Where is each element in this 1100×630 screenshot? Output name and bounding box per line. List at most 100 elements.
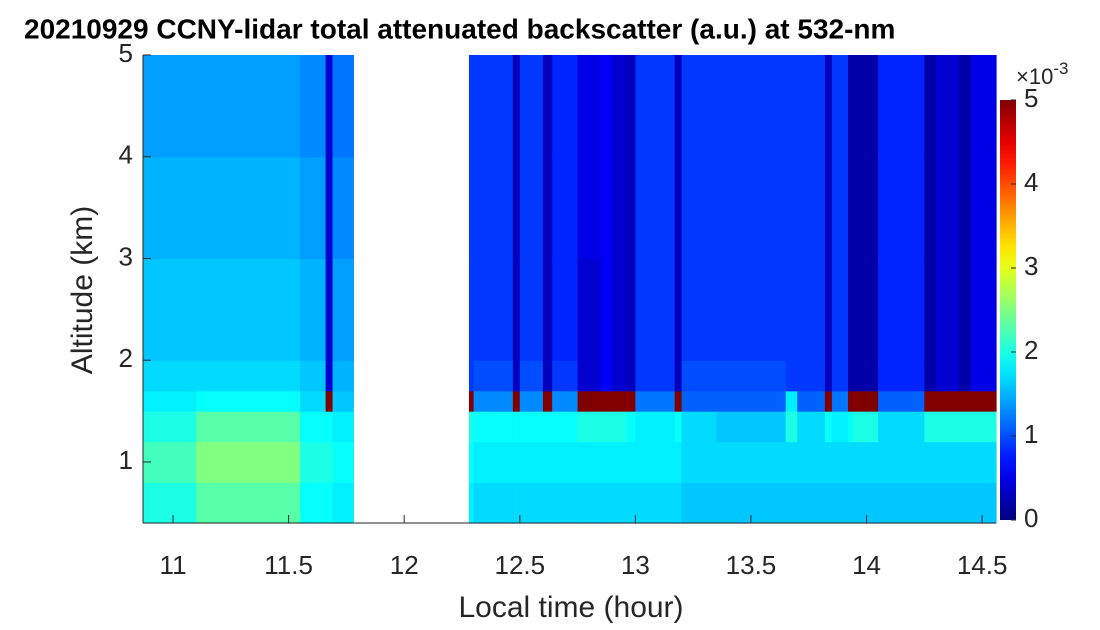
- heatmap-cell: [924, 441, 937, 483]
- heatmap-cell: [852, 441, 879, 483]
- heatmap-cell: [612, 441, 627, 483]
- heatmap-cell: [196, 156, 301, 260]
- heatmap-cell: [600, 441, 613, 483]
- heatmap-cell: [468, 156, 475, 260]
- heatmap-cell: [848, 360, 854, 392]
- heatmap-cell: [674, 441, 683, 483]
- heatmap-cell: [332, 411, 354, 443]
- heatmap-cell: [519, 482, 544, 524]
- heatmap-cell: [552, 441, 579, 483]
- heatmap-cell: [716, 258, 787, 361]
- heatmap-cell: [935, 390, 960, 412]
- heatmap-cell: [635, 156, 676, 260]
- heatmap-cell: [143, 390, 197, 412]
- heatmap-cell: [970, 55, 997, 158]
- colorbar-tick-label: 2: [1024, 335, 1038, 365]
- multiplier-exponent: -3: [1053, 59, 1068, 78]
- heatmap-cell: [577, 441, 602, 483]
- heatmap-cell: [332, 390, 354, 412]
- heatmap-cell: [626, 156, 636, 260]
- heatmap-cell: [716, 390, 787, 412]
- heatmap-cell: [473, 390, 514, 412]
- heatmap-cell: [831, 258, 849, 361]
- heatmap-cell: [196, 55, 301, 158]
- heatmap-cell: [519, 441, 544, 483]
- heatmap-cell: [635, 55, 676, 158]
- heatmap-cell: [797, 258, 826, 361]
- heatmap-cell: [924, 411, 937, 443]
- heatmap-cell: [785, 411, 798, 443]
- heatmap-cell: [626, 411, 636, 443]
- heatmap-cell: [552, 390, 579, 412]
- heatmap-cell: [612, 360, 627, 392]
- heatmap-cell: [519, 258, 544, 361]
- heatmap-cell: [674, 390, 683, 412]
- heatmap-cell: [848, 441, 854, 483]
- heatmap-cell: [552, 411, 579, 443]
- heatmap-cell: [600, 390, 613, 412]
- heatmap-cell: [848, 55, 854, 158]
- heatmap-cell: [924, 156, 937, 260]
- heatmap-cell: [824, 390, 833, 412]
- heatmap-cell: [143, 411, 197, 443]
- heatmap-cell: [681, 360, 717, 392]
- heatmap-cell: [878, 360, 925, 392]
- heatmap-cell: [970, 360, 997, 392]
- heatmap-cell: [600, 55, 613, 158]
- heatmap-cell: [852, 482, 879, 524]
- heatmap-cell: [824, 360, 833, 392]
- heatmap-cell: [542, 411, 553, 443]
- heatmap-cell: [681, 441, 717, 483]
- heatmap-cell: [959, 441, 972, 483]
- heatmap-cell: [577, 482, 602, 524]
- heatmap-cell: [852, 390, 879, 412]
- heatmap-cell: [797, 156, 826, 260]
- heatmap-cell: [300, 258, 327, 361]
- heatmap-cell: [332, 156, 354, 260]
- colorbar-tick-label: 3: [1024, 251, 1038, 281]
- heatmap-cell: [785, 258, 798, 361]
- heatmap-cell: [848, 258, 854, 361]
- heatmap-cell: [519, 360, 544, 392]
- heatmap-cell: [716, 156, 787, 260]
- heatmap-cell: [552, 55, 579, 158]
- heatmap-cell: [626, 441, 636, 483]
- heatmap-cell: [552, 156, 579, 260]
- heatmap-cell: [635, 360, 676, 392]
- heatmap-cell: [473, 156, 514, 260]
- heatmap-cell: [797, 360, 826, 392]
- heatmap-cell: [512, 390, 521, 412]
- heatmap-cell: [512, 258, 521, 361]
- heatmap-cell: [831, 360, 849, 392]
- heatmap: [143, 55, 997, 524]
- heatmap-cell: [970, 411, 997, 443]
- heatmap-cell: [935, 411, 960, 443]
- heatmap-cell: [577, 258, 602, 361]
- heatmap-cell: [468, 482, 475, 524]
- heatmap-cell: [552, 482, 579, 524]
- heatmap-cell: [196, 360, 301, 392]
- heatmap-cell: [196, 441, 301, 483]
- y-axis-label: Altitude (km): [66, 206, 99, 374]
- heatmap-cell: [831, 55, 849, 158]
- heatmap-cell: [626, 482, 636, 524]
- heatmap-cell: [552, 360, 579, 392]
- y-tick-label: 3: [119, 241, 133, 271]
- heatmap-cell: [797, 482, 826, 524]
- heatmap-cell: [600, 360, 613, 392]
- heatmap-cell: [542, 360, 553, 392]
- heatmap-cell: [935, 441, 960, 483]
- heatmap-cell: [332, 441, 354, 483]
- colorbar: [1000, 100, 1016, 520]
- heatmap-cell: [970, 441, 997, 483]
- heatmap-cell: [325, 441, 334, 483]
- heatmap-cell: [473, 411, 514, 443]
- heatmap-cell: [519, 55, 544, 158]
- heatmap-cell: [848, 411, 854, 443]
- x-tick-label: 12: [390, 550, 419, 580]
- heatmap-cell: [681, 258, 717, 361]
- heatmap-cell: [852, 258, 879, 361]
- heatmap-cell: [635, 441, 676, 483]
- heatmap-cell: [143, 360, 197, 392]
- heatmap-cell: [626, 258, 636, 361]
